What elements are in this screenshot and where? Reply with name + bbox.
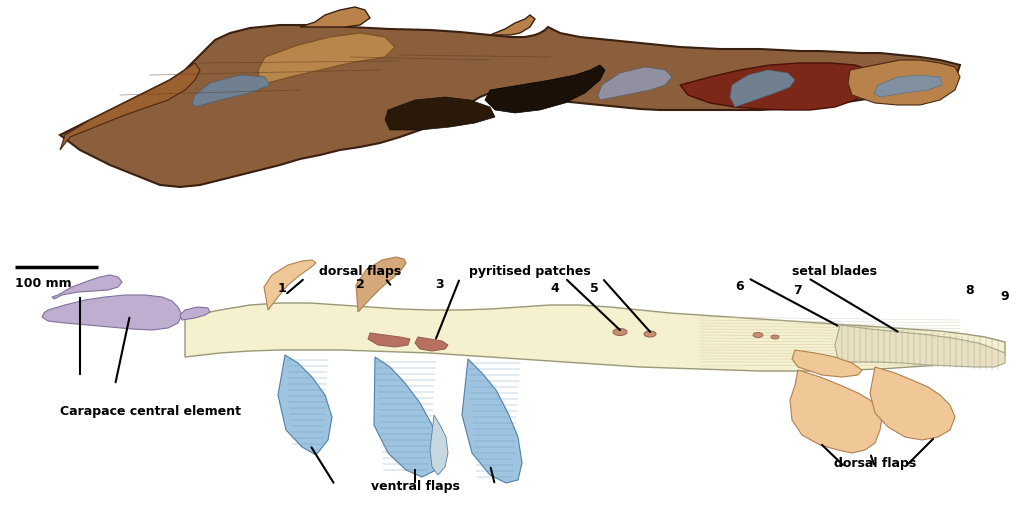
Ellipse shape	[613, 329, 627, 335]
Polygon shape	[185, 303, 1005, 371]
Text: 7: 7	[794, 284, 803, 297]
Ellipse shape	[753, 332, 763, 338]
Polygon shape	[52, 275, 122, 299]
Polygon shape	[42, 295, 182, 330]
Polygon shape	[598, 67, 672, 100]
Text: dorsal flaps: dorsal flaps	[318, 265, 401, 278]
Text: 5: 5	[590, 281, 598, 295]
Text: dorsal flaps: dorsal flaps	[834, 457, 916, 470]
Text: pyritised patches: pyritised patches	[469, 265, 591, 278]
Polygon shape	[415, 337, 449, 351]
Text: ventral flaps: ventral flaps	[371, 480, 460, 493]
Polygon shape	[490, 15, 535, 35]
Polygon shape	[368, 333, 410, 347]
Text: 8: 8	[966, 284, 974, 297]
Polygon shape	[300, 7, 370, 27]
Text: setal blades: setal blades	[793, 265, 878, 278]
Polygon shape	[792, 350, 862, 377]
Text: 100 mm: 100 mm	[15, 277, 72, 290]
Polygon shape	[730, 70, 795, 107]
Polygon shape	[193, 75, 270, 107]
Text: 1: 1	[278, 281, 287, 295]
Text: 2: 2	[355, 278, 365, 291]
Text: 4: 4	[551, 281, 559, 295]
Polygon shape	[258, 33, 395, 85]
Ellipse shape	[771, 335, 779, 339]
Polygon shape	[835, 325, 1005, 367]
Polygon shape	[264, 260, 316, 310]
Polygon shape	[430, 415, 449, 475]
Text: 6: 6	[735, 280, 744, 293]
Polygon shape	[680, 63, 874, 110]
Text: 3: 3	[435, 278, 444, 291]
Polygon shape	[60, 63, 200, 150]
Polygon shape	[874, 75, 942, 97]
Polygon shape	[848, 60, 961, 105]
Polygon shape	[278, 355, 332, 455]
Ellipse shape	[644, 331, 656, 337]
Polygon shape	[385, 97, 495, 130]
Polygon shape	[180, 307, 210, 320]
Text: Carapace central element: Carapace central element	[60, 405, 241, 418]
Polygon shape	[870, 367, 955, 440]
Polygon shape	[790, 370, 882, 453]
Polygon shape	[374, 357, 440, 477]
Text: 9: 9	[1000, 290, 1010, 303]
Polygon shape	[462, 359, 522, 483]
Polygon shape	[485, 65, 605, 113]
Polygon shape	[356, 257, 406, 312]
Polygon shape	[60, 25, 961, 187]
